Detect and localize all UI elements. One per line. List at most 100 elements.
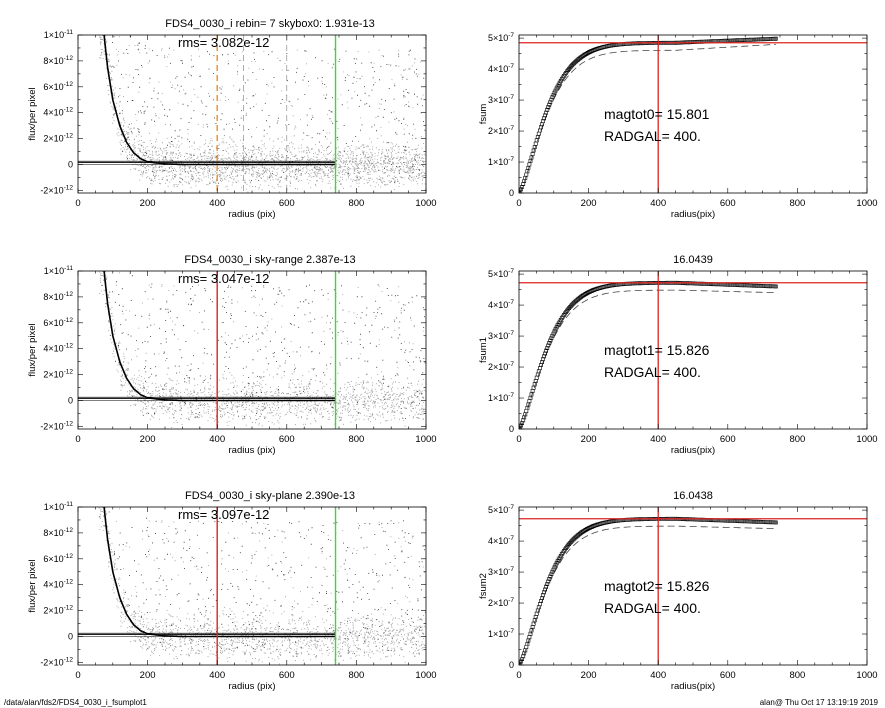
y-tick-label: 3×10-7 xyxy=(488,566,514,577)
y-tick-label: 3×10-7 xyxy=(488,94,514,105)
y-tick-label: 2×10-7 xyxy=(488,361,514,372)
x-tick-label: 0 xyxy=(75,434,80,445)
y-tick-mantissa: 2×10 xyxy=(43,606,63,616)
y-tick-mantissa: 6×10 xyxy=(43,82,63,92)
y-tick-mantissa: 1×10 xyxy=(44,266,64,276)
y-tick-label: 4×10-12 xyxy=(43,579,73,590)
x-axis-label: radius (pix) xyxy=(229,681,276,692)
y-tick-label: 1×10-11 xyxy=(44,265,74,276)
y-tick-mantissa: 2×10 xyxy=(43,134,63,144)
magtot-annotation: magtot2= 15.826 xyxy=(604,578,710,594)
y-tick-label: 4×10-12 xyxy=(43,343,73,354)
y-tick-mantissa: 4×10 xyxy=(43,108,63,118)
x-tick-label: 1000 xyxy=(856,670,877,681)
y-tick-label: 2×10-12 xyxy=(43,605,73,616)
y-tick-label: 0 xyxy=(68,396,73,406)
y-tick-label: 2×10-12 xyxy=(43,369,73,380)
growth-curve-panel: 0 200 400 600 800 100001×10-72×10-73×10-74×10… xyxy=(478,32,878,220)
y-tick-label: 1×10-11 xyxy=(44,501,74,512)
panel-title: FDS4_0030_i rebin= 7 skybox0: 1.931e-13 xyxy=(165,18,374,30)
y-tick-mantissa: 5×10 xyxy=(488,505,508,515)
y-tick-mantissa: 8×10 xyxy=(43,292,63,302)
surface-brightness-panel: 0 200 400 600 800 1000-2×10-1202×10-124×10-12… xyxy=(27,18,437,220)
x-tick-label: 600 xyxy=(279,670,295,681)
y-tick-label: -2×10-12 xyxy=(40,420,73,431)
rms-annotation: rms= 3.082e-12 xyxy=(178,35,269,50)
x-tick-label: 200 xyxy=(581,670,597,681)
y-tick-exponent: -7 xyxy=(508,597,514,604)
x-tick-label: 200 xyxy=(140,670,156,681)
y-tick-label: 1×10-7 xyxy=(488,628,514,639)
plot-area xyxy=(519,35,867,193)
y-tick-exponent: -12 xyxy=(64,369,74,376)
y-tick-exponent: -7 xyxy=(508,156,514,163)
x-tick-label: 600 xyxy=(720,434,736,445)
y-tick-label: 1×10-11 xyxy=(44,29,74,40)
radgal-annotation: RADGAL= 400. xyxy=(604,128,701,144)
x-axis-label: radius (pix) xyxy=(229,209,276,220)
y-tick-exponent: -11 xyxy=(64,265,73,272)
y-tick-mantissa: 3×10 xyxy=(488,567,508,577)
radial-profile xyxy=(103,271,336,402)
y-tick-mantissa: -2×10 xyxy=(40,421,63,431)
x-tick-label: 1000 xyxy=(415,434,436,445)
growth-curve-panel: 0 200 400 600 800 100001×10-72×10-73×10-74×10… xyxy=(478,254,878,456)
y-tick-label: 8×10-12 xyxy=(43,527,73,538)
x-tick-label: 800 xyxy=(348,670,364,681)
y-tick-label: 0 xyxy=(68,160,73,170)
x-axis-label: radius(pix) xyxy=(671,209,715,220)
plot-area xyxy=(78,271,426,429)
x-tick-label: 200 xyxy=(581,434,597,445)
y-tick-mantissa: 4×10 xyxy=(43,580,63,590)
y-tick-label: 2×10-12 xyxy=(43,133,73,144)
y-tick-exponent: -12 xyxy=(64,55,74,62)
y-tick-mantissa: 5×10 xyxy=(488,269,508,279)
y-tick-exponent: -11 xyxy=(64,501,73,508)
x-tick-label: 0 xyxy=(516,434,521,445)
y-tick-label: 6×10-12 xyxy=(43,317,73,328)
panel-title: FDS4_0030_i sky-plane 2.390e-13 xyxy=(185,490,355,502)
y-tick-exponent: -7 xyxy=(508,63,514,70)
y-tick-label: 6×10-12 xyxy=(43,81,73,92)
y-tick-mantissa: 1×10 xyxy=(488,157,508,167)
y-tick-exponent: -11 xyxy=(64,29,73,36)
y-tick-label: 2×10-7 xyxy=(488,125,514,136)
y-tick-exponent: -7 xyxy=(508,504,514,511)
x-tick-label: 800 xyxy=(789,434,805,445)
footer-path: /data/alan/fds2/FDS4_0030_i_fsumplot1 xyxy=(4,698,147,707)
x-tick-label: 0 xyxy=(75,670,80,681)
y-tick-exponent: -7 xyxy=(508,392,514,399)
y-tick-exponent: -12 xyxy=(64,133,74,140)
y-tick-exponent: -7 xyxy=(508,628,514,635)
y-tick-exponent: -7 xyxy=(508,94,514,101)
y-tick-mantissa: -2×10 xyxy=(40,185,63,195)
y-tick-label: 1×10-7 xyxy=(488,156,514,167)
y-tick-exponent: -12 xyxy=(64,527,74,534)
y-tick-exponent: -12 xyxy=(64,579,74,586)
y-tick-exponent: -7 xyxy=(508,125,514,132)
y-axis-label: fsum2 xyxy=(478,573,489,599)
panel-title: FDS4_0030_i sky-range 2.387e-13 xyxy=(184,254,355,266)
y-tick-exponent: -12 xyxy=(64,656,74,663)
y-tick-exponent: -7 xyxy=(508,535,514,542)
y-tick-exponent: -12 xyxy=(64,291,74,298)
fsum-points xyxy=(519,280,778,429)
y-tick-exponent: -7 xyxy=(508,32,514,39)
x-axis-label: radius(pix) xyxy=(671,681,715,692)
rms-annotation: rms= 3.047e-12 xyxy=(178,271,269,286)
x-tick-label: 800 xyxy=(348,434,364,445)
x-tick-label: 600 xyxy=(279,434,295,445)
x-tick-label: 0 xyxy=(516,198,521,209)
y-tick-mantissa: 1×10 xyxy=(488,629,508,639)
y-tick-label: 1×10-7 xyxy=(488,392,514,403)
y-tick-exponent: -12 xyxy=(64,184,74,191)
surface-brightness-panel: 0 200 400 600 800 1000-2×10-1202×10-124×10-12… xyxy=(27,254,437,456)
model-curve xyxy=(519,43,776,193)
y-tick-label: 3×10-7 xyxy=(488,330,514,341)
y-tick-exponent: -12 xyxy=(64,420,74,427)
rms-annotation: rms= 3.097e-12 xyxy=(178,507,269,522)
y-tick-label: 4×10-12 xyxy=(43,107,73,118)
y-axis-label: flux/per pixel xyxy=(27,559,38,612)
y-tick-mantissa: 2×10 xyxy=(43,370,63,380)
magtot-annotation: magtot1= 15.826 xyxy=(604,342,710,358)
